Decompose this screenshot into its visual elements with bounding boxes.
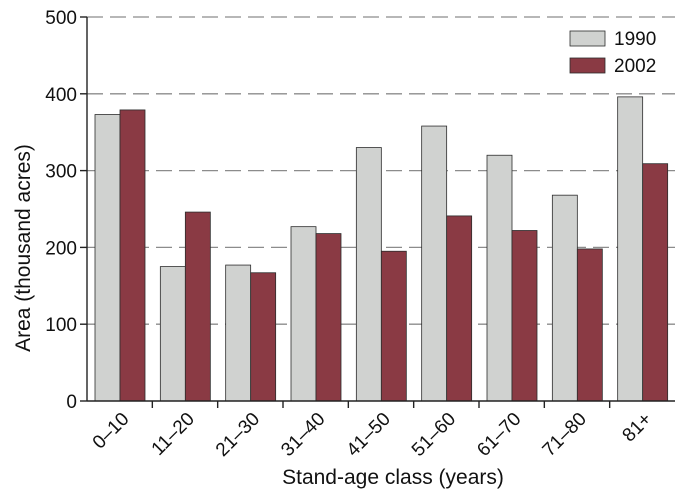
x-tick-label-4: 31–40	[277, 409, 329, 461]
bar-2002-1	[119, 109, 146, 402]
bar-2002-8	[576, 248, 603, 402]
y-tick-label-400: 400	[45, 85, 77, 106]
bar-2002-2	[184, 211, 211, 402]
y-tick-label-100: 100	[45, 315, 77, 336]
y-axis-title: Area (thousand acres)	[12, 144, 35, 352]
bar-1990-8	[551, 194, 578, 402]
x-tick-label-9: 81+	[619, 409, 657, 447]
x-tick-label-6: 51–60	[408, 409, 460, 461]
legend-label-2002: 2002	[614, 56, 656, 77]
x-tick-label-8: 71–80	[539, 409, 591, 461]
legend-swatch-1990	[569, 30, 606, 47]
x-tick-label-1: 0–10	[89, 409, 134, 454]
bar-1990-9	[617, 96, 644, 402]
y-tick-label-0: 0	[66, 392, 77, 413]
x-tick-label-7: 61–70	[473, 409, 525, 461]
legend-swatch-2002	[569, 57, 606, 74]
legend-label-1990: 1990	[614, 29, 656, 50]
bar-2002-3	[250, 272, 277, 402]
bar-2002-5	[380, 250, 407, 402]
bar-1990-3	[225, 264, 252, 402]
bar-2002-9	[642, 163, 669, 402]
legend: 1990 2002	[569, 29, 656, 77]
bar-1990-7	[486, 154, 513, 402]
bar-1990-6	[421, 125, 448, 402]
bar-1990-1	[94, 114, 121, 402]
y-tick-label-500: 500	[45, 8, 77, 29]
x-axis-title: Stand-age class (years)	[282, 466, 504, 489]
bar-1990-4	[290, 226, 317, 402]
bar-2002-6	[446, 215, 473, 402]
x-tick-label-5: 41–50	[343, 409, 395, 461]
bar-1990-2	[159, 266, 186, 402]
y-tick-label-300: 300	[45, 162, 77, 183]
bar-2002-7	[511, 230, 538, 402]
bar-2002-4	[315, 233, 342, 402]
x-tick-label-3: 21–30	[212, 409, 264, 461]
y-tick-label-200: 200	[45, 238, 77, 259]
bar-1990-5	[355, 147, 382, 402]
bars	[94, 96, 669, 402]
x-tick-label-2: 11–20	[148, 409, 199, 460]
